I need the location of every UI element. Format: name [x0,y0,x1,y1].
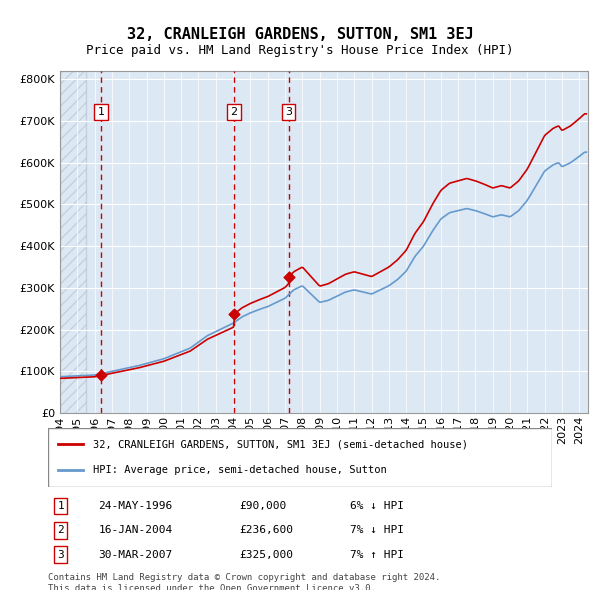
Text: 3: 3 [285,107,292,117]
Text: 7% ↑ HPI: 7% ↑ HPI [350,550,404,559]
Text: 32, CRANLEIGH GARDENS, SUTTON, SM1 3EJ: 32, CRANLEIGH GARDENS, SUTTON, SM1 3EJ [127,27,473,41]
Text: 2: 2 [230,107,238,117]
Text: 16-JAN-2004: 16-JAN-2004 [98,525,173,535]
Text: 3: 3 [57,550,64,559]
Point [229,310,239,319]
Text: 32, CRANLEIGH GARDENS, SUTTON, SM1 3EJ (semi-detached house): 32, CRANLEIGH GARDENS, SUTTON, SM1 3EJ (… [94,440,469,449]
Text: 2: 2 [57,525,64,535]
Text: 30-MAR-2007: 30-MAR-2007 [98,550,173,559]
Text: HPI: Average price, semi-detached house, Sutton: HPI: Average price, semi-detached house,… [94,466,387,475]
Bar [60,71,86,413]
Text: £236,600: £236,600 [239,525,293,535]
Text: £90,000: £90,000 [239,501,287,511]
FancyBboxPatch shape [48,428,552,487]
Text: £325,000: £325,000 [239,550,293,559]
Text: Price paid vs. HM Land Registry's House Price Index (HPI): Price paid vs. HM Land Registry's House … [86,44,514,57]
Text: 6% ↓ HPI: 6% ↓ HPI [350,501,404,511]
Point [97,371,106,380]
Text: Contains HM Land Registry data © Crown copyright and database right 2024.
This d: Contains HM Land Registry data © Crown c… [48,573,440,590]
Point [284,273,293,282]
Text: 1: 1 [98,107,104,117]
Text: 7% ↓ HPI: 7% ↓ HPI [350,525,404,535]
Bar [60,71,86,413]
Text: 1: 1 [57,501,64,511]
Text: 24-MAY-1996: 24-MAY-1996 [98,501,173,511]
